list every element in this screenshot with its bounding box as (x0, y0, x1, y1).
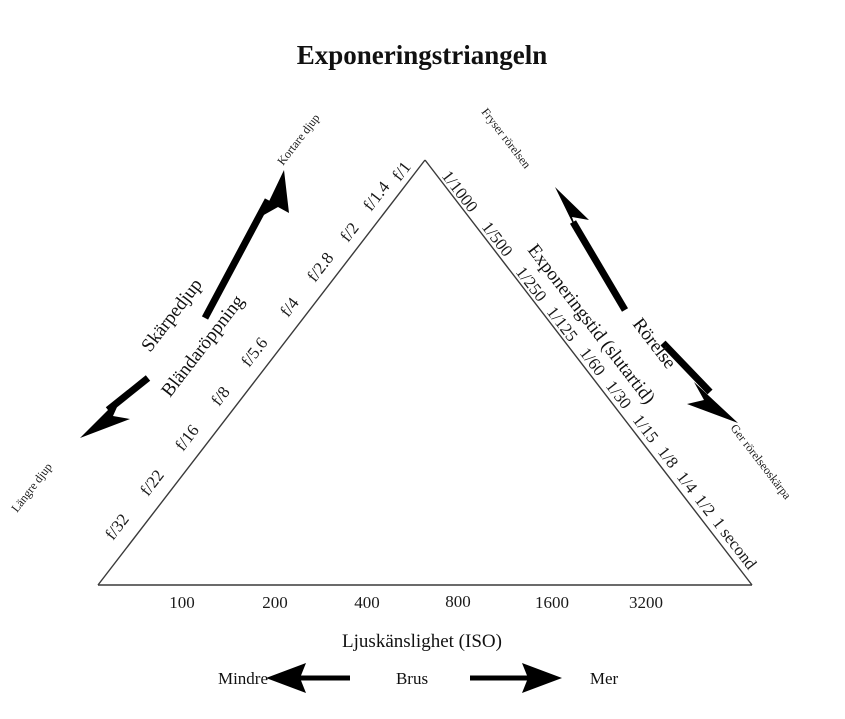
triangle-right-edge (424, 159, 753, 586)
aperture-tip-top-label: Kortare djup (274, 111, 322, 168)
iso-value: 800 (445, 592, 471, 611)
iso-value: 200 (262, 593, 288, 612)
iso-value: 1600 (535, 593, 569, 612)
fstop-value: f/4 (276, 293, 303, 320)
depth-of-field-arrow: Skärpedjup (80, 170, 289, 438)
shutter-tip-top-group: Fryser rörelsen (479, 105, 534, 171)
shutter-value: 1/500 (478, 218, 517, 260)
shutter-tip-bottom-group: Ger rörelseoskärpa (728, 421, 795, 502)
motion-arrow-lower-shaft (660, 340, 713, 395)
fstop-value: f/8 (207, 383, 234, 410)
fstop-value: f/22 (136, 466, 168, 499)
fstop-value: f/1 (388, 158, 415, 185)
shutter-value: 1/2 (691, 491, 719, 520)
aperture-tip-bottom-label: Längre djup (8, 460, 55, 515)
iso-value: 100 (169, 593, 195, 612)
dof-arrow-up-head (262, 170, 289, 216)
shutter-scale: 1/1000 1/500 1/250 1/125 1/60 1/30 1/15 … (438, 167, 761, 573)
aperture-tip-bottom-group: Längre djup (8, 460, 55, 515)
motion-arrow-down-head (687, 382, 738, 423)
fstop-value: f/5.6 (237, 334, 271, 371)
shutter-value: 1/8 (654, 443, 682, 472)
motion-arrow-up-head (555, 187, 589, 234)
fstop-value: f/32 (101, 510, 133, 543)
shutter-value: 1/15 (629, 411, 663, 447)
triangle-left-edge (97, 159, 426, 586)
shutter-value: 1/4 (673, 468, 702, 497)
fstop-value: f/1.4 (359, 177, 394, 214)
shutter-tip-bottom-label: Ger rörelseoskärpa (728, 421, 795, 502)
iso-value: 3200 (629, 593, 663, 612)
page-title: Exponeringstriangeln (297, 40, 548, 70)
noise-center-label: Brus (396, 669, 428, 688)
noise-less-label: Mindre (218, 669, 268, 688)
dof-arrow-upper-shaft (201, 198, 272, 320)
fstop-value: f/16 (171, 421, 203, 454)
noise-scale: Mindre Brus Mer (218, 663, 619, 693)
shutter-value: 1 second (709, 514, 761, 573)
noise-more-label: Mer (590, 669, 619, 688)
iso-scale: 100 200 400 800 1600 3200 (169, 592, 663, 612)
aperture-tip-top-group: Kortare djup (274, 111, 322, 168)
shutter-tip-top-label: Fryser rörelsen (479, 105, 534, 171)
fstop-value: f/2 (336, 219, 363, 246)
shutter-value: 1/1000 (438, 167, 482, 216)
motion-arrow-upper-shaft (569, 220, 629, 312)
iso-axis-label: Ljuskänslighet (ISO) (342, 631, 502, 652)
dof-arrow-down-head (80, 396, 130, 438)
iso-value: 400 (354, 593, 380, 612)
triangle-outline (97, 159, 753, 586)
noise-right-arrow-head (522, 663, 562, 693)
noise-left-arrow-head (266, 663, 306, 693)
